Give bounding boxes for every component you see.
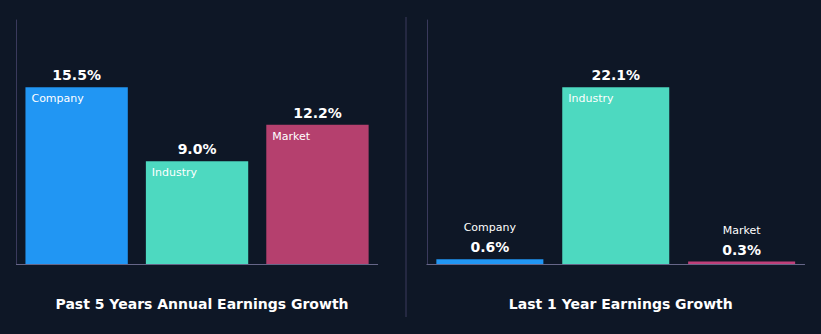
svg-text:Industry: Industry	[152, 166, 198, 179]
svg-text:12.2%: 12.2%	[293, 105, 342, 121]
svg-text:0.3%: 0.3%	[722, 242, 761, 258]
svg-text:22.1%: 22.1%	[591, 67, 640, 83]
svg-text:Market: Market	[272, 130, 310, 143]
svg-text:9.0%: 9.0%	[178, 141, 217, 157]
svg-text:Last 1 Year Earnings Growth: Last 1 Year Earnings Growth	[509, 296, 733, 312]
svg-text:15.5%: 15.5%	[52, 67, 101, 83]
svg-text:0.6%: 0.6%	[470, 239, 509, 255]
svg-text:Company: Company	[464, 221, 517, 234]
svg-text:Company: Company	[31, 92, 84, 105]
svg-text:Past 5 Years Annual Earnings G: Past 5 Years Annual Earnings Growth	[55, 296, 348, 312]
svg-text:Market: Market	[723, 224, 761, 237]
svg-text:Industry: Industry	[568, 92, 614, 105]
